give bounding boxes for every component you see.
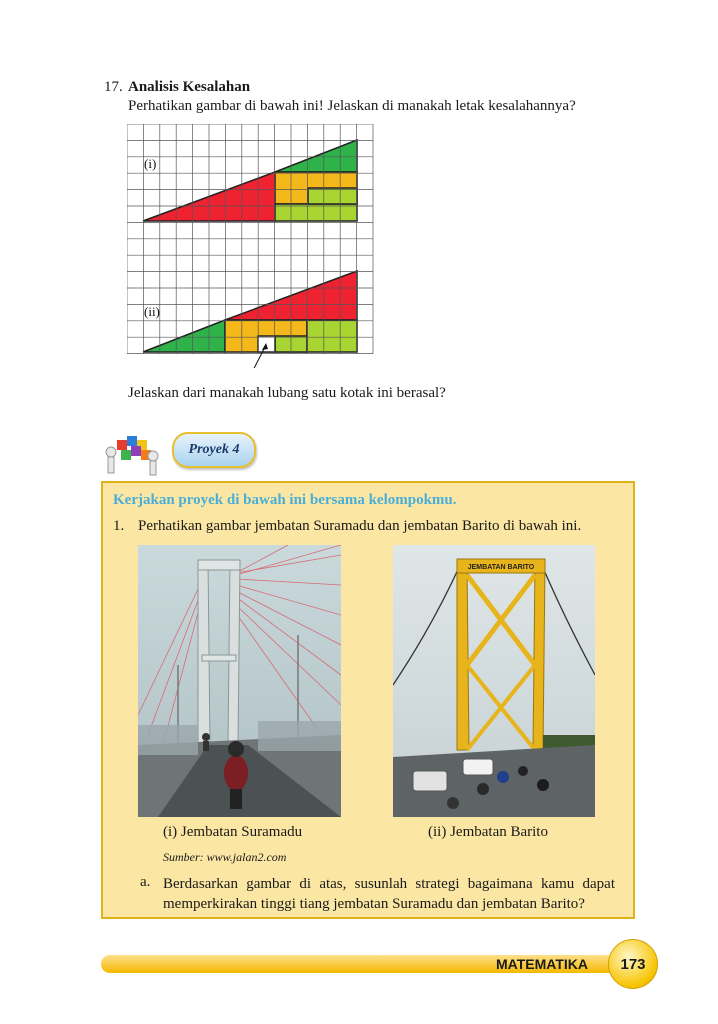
question-title: Analisis Kesalahan [128, 79, 251, 95]
image-source: Sumber: www.jalan2.com [163, 850, 287, 864]
figure-ii-green-triangle [142, 318, 226, 353]
puzzle-figure: (i) (ii) [126, 123, 377, 383]
figure-i-green-triangle [274, 138, 358, 173]
puzzle-people-icon [103, 428, 161, 478]
item-1-text: Perhatikan gambar jembatan Suramadu dan … [138, 518, 582, 534]
figure-ii-hole [257, 335, 276, 353]
item-1-number: 1. [113, 518, 125, 534]
question-number: 17. [104, 79, 123, 95]
figure-ii-label: (ii) [144, 304, 160, 319]
suramadu-bridge-photo [138, 545, 341, 817]
figure-i-label: (i) [144, 156, 156, 171]
footer-subject-label: MATEMATIKA [496, 956, 589, 972]
question-instruction: Perhatikan gambar di bawah ini! Jelaskan… [128, 98, 576, 114]
project-badge: Proyek 4 [172, 432, 256, 468]
figure-i-lightgreen-extra [307, 187, 358, 205]
page-number: 173 [608, 939, 658, 989]
sub-item-a-number: a. [140, 874, 151, 890]
sub-item-a-text: Berdasarkan gambar di atas, susunlah str… [163, 876, 615, 912]
puzzle-grid-svg: (i) (ii) [126, 123, 374, 383]
question-followup: Jelaskan dari manakah lubang satu kotak … [128, 385, 446, 401]
figure-i-lightgreen-block [274, 203, 358, 222]
barito-sign-text: JEMBATAN BARITO [468, 564, 535, 571]
barito-bridge-photo: JEMBATAN BARITO [393, 545, 595, 817]
figure-ii-lightgreen-block [306, 319, 358, 353]
project-box-title: Kerjakan proyek di bawah ini bersama kel… [113, 492, 457, 508]
hole-pointer-arrowhead [262, 343, 268, 350]
caption-suramadu: (i) Jembatan Suramadu [163, 824, 303, 840]
grid-lines [126, 123, 374, 354]
footer-bar [101, 955, 613, 973]
caption-barito: (ii) Jembatan Barito [428, 824, 548, 840]
